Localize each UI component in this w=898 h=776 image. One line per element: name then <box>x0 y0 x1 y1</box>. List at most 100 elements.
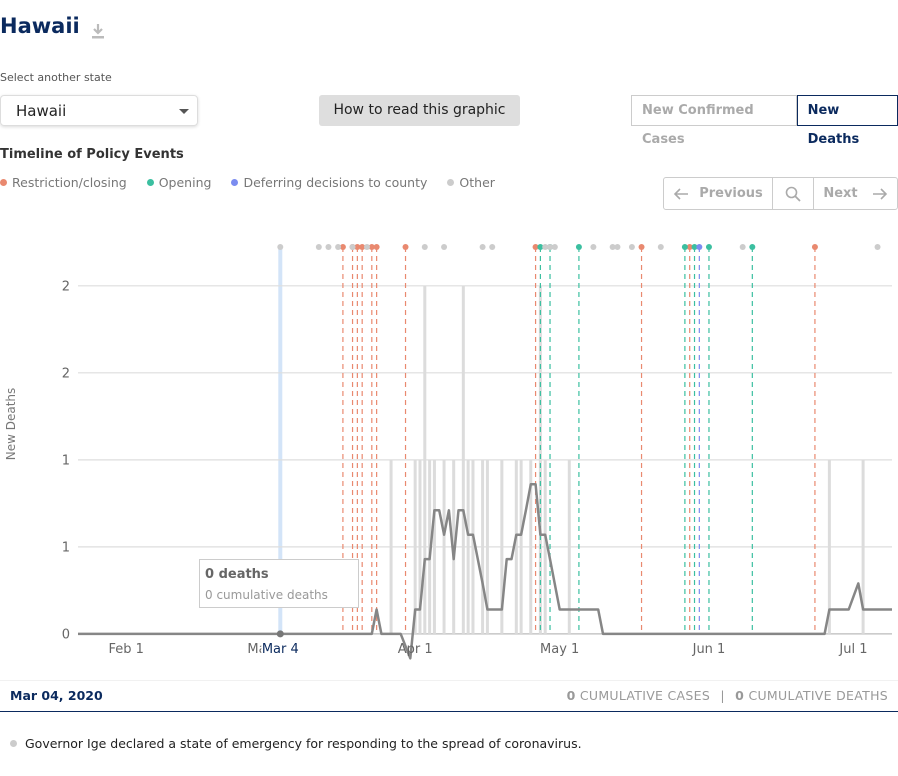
event-dot <box>691 244 698 250</box>
event-dot <box>359 244 366 250</box>
event-dot <box>696 244 703 250</box>
page-title: Hawaii <box>0 14 80 38</box>
event-dot <box>441 244 448 250</box>
timeline-title: Timeline of Policy Events <box>0 147 184 162</box>
bar <box>529 459 533 634</box>
cases-label: CUMULATIVE CASES <box>579 688 711 703</box>
legend-dot <box>146 179 154 186</box>
x-tick-label: Feb 1 <box>108 642 143 657</box>
bar <box>861 459 865 634</box>
legend-dot <box>0 179 7 186</box>
next-label: Next <box>823 186 858 201</box>
event-dot <box>811 244 818 250</box>
bar <box>543 459 547 634</box>
y-tick-label: 0 <box>62 627 70 642</box>
y-tick-label: 2 <box>62 279 70 294</box>
event-dot <box>542 244 549 250</box>
event-dot <box>373 244 380 250</box>
event-dot <box>479 244 486 250</box>
event-dot <box>277 244 284 250</box>
download-icon[interactable] <box>90 22 106 40</box>
legend-item: Other <box>447 175 495 190</box>
x-tick-label: May 1 <box>540 642 579 657</box>
legend-item: Restriction/closing <box>0 175 127 190</box>
legend-dot <box>231 179 239 186</box>
help-button[interactable]: How to read this graphic <box>319 95 520 126</box>
footer-date: Mar 04, 2020 <box>10 688 103 703</box>
bar <box>413 459 417 634</box>
event-dot <box>532 244 539 250</box>
event-dot <box>335 244 342 250</box>
bar <box>567 459 571 634</box>
bar <box>827 459 831 634</box>
legend-label: Deferring decisions to county <box>243 175 428 190</box>
tooltip-title: 0 deaths <box>205 567 269 582</box>
tab[interactable]: New Deaths <box>796 95 898 147</box>
event-dot <box>325 244 332 250</box>
event-nav: Previous Next <box>663 177 898 210</box>
search-icon <box>785 186 801 202</box>
bar <box>461 285 465 634</box>
event-dot <box>739 244 746 250</box>
selected-label-bg <box>261 640 300 658</box>
event-dot <box>349 244 356 250</box>
event-dot <box>421 244 428 250</box>
bar <box>418 459 422 634</box>
state-select[interactable]: Hawaii <box>0 95 198 126</box>
event-dot <box>874 244 881 250</box>
select-value: Hawaii <box>16 102 67 120</box>
event-dot <box>368 244 375 250</box>
deaths-label: CUMULATIVE DEATHS <box>748 688 888 703</box>
selected-point <box>276 630 284 638</box>
previous-label: Previous <box>699 186 763 201</box>
bar <box>485 459 489 634</box>
bar <box>442 459 446 634</box>
event-dot <box>657 244 664 250</box>
tab[interactable]: New Confirmed Cases <box>631 95 797 147</box>
bar <box>471 459 475 634</box>
bar <box>519 459 523 634</box>
event-dot <box>590 244 597 250</box>
event-dot <box>354 244 361 250</box>
event-dot <box>628 244 635 250</box>
legend-dot <box>447 179 455 186</box>
previous-button[interactable]: Previous <box>664 178 773 209</box>
bar <box>389 459 393 634</box>
tooltip: 0 deaths 0 cumulative deaths <box>199 559 359 608</box>
event-dot <box>537 244 544 250</box>
x-tick-label: Apr 1 <box>398 642 433 657</box>
event-dot <box>638 244 645 250</box>
bar <box>514 459 518 634</box>
trend-line <box>78 482 892 660</box>
bar <box>538 285 542 634</box>
event-dot <box>749 244 756 250</box>
next-button[interactable]: Next <box>814 178 897 209</box>
y-axis-label: New Deaths <box>4 388 18 461</box>
event-dot <box>489 244 496 250</box>
selected-x-label: Mar 4 <box>262 642 299 657</box>
search-button[interactable] <box>773 178 814 209</box>
legend: Restriction/closing Opening Deferring deci… <box>0 175 495 190</box>
legend-label: Opening <box>158 175 212 190</box>
tabs: New Confirmed Cases New Deaths <box>631 95 898 147</box>
bar <box>500 459 504 634</box>
separator: | <box>720 688 725 703</box>
event-dot <box>363 244 370 250</box>
bar <box>423 285 427 634</box>
bar <box>432 459 436 634</box>
arrow-left <box>674 187 689 200</box>
legend-item: Deferring decisions to county <box>231 175 427 190</box>
event-dot <box>315 244 322 250</box>
legend-label: Other <box>459 175 495 190</box>
description-text: Governor Ige declared a state of emergen… <box>25 736 582 751</box>
deaths-value: 0 <box>735 688 745 703</box>
bar <box>481 459 485 634</box>
event-dot <box>614 244 621 250</box>
x-tick-label: Jun 1 <box>692 642 726 657</box>
y-tick-label: 1 <box>62 453 70 468</box>
selected-highlight <box>278 247 283 634</box>
event-dot <box>547 244 554 250</box>
event-dot <box>551 244 558 250</box>
